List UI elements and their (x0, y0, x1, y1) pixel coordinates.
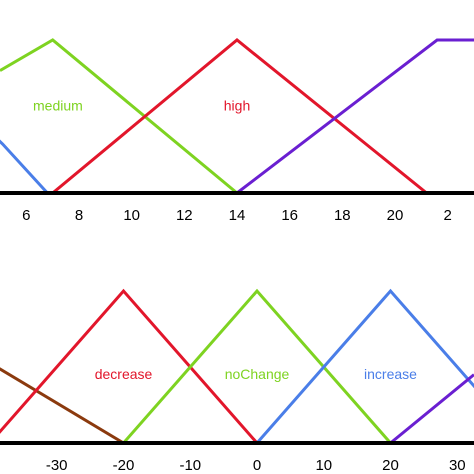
series-line-increase (255, 288, 474, 443)
x-tick-label: -30 (46, 457, 68, 474)
set-label-high: high (224, 97, 250, 113)
x-tick-label: 30 (449, 457, 466, 474)
x-tick-label: 16 (281, 207, 298, 224)
x-tick-label: -20 (113, 457, 135, 474)
series-line-unlabeled-0 (0, 367, 125, 443)
x-tick-label: 12 (176, 207, 193, 224)
series-line-unlabeled-3 (236, 38, 474, 193)
x-tick-label: 0 (253, 457, 261, 474)
x-tick-label: 10 (315, 457, 332, 474)
series-line-medium (0, 38, 238, 193)
set-label-medium: medium (33, 97, 83, 113)
bottom-membership-chart: -30 -20 -10 0 10 20 30 decrease noChange increase (0, 288, 474, 474)
top-membership-chart: 6 8 10 12 14 16 18 20 2 medium high (0, 38, 474, 224)
series-line-decrease (0, 288, 259, 443)
x-tick-label: 8 (75, 207, 83, 224)
set-label-nochange: noChange (225, 366, 290, 382)
series-line-nochange (122, 288, 392, 443)
series-line-unlabeled-4 (389, 373, 474, 443)
membership-lines (0, 38, 474, 193)
x-tick-label: 6 (22, 207, 30, 224)
series-line-high (51, 38, 428, 193)
x-tick-label: 20 (382, 457, 399, 474)
series-line-unlabeled-0 (0, 139, 49, 193)
x-tick-label: 14 (229, 207, 246, 224)
membership-lines (0, 288, 474, 443)
set-label-decrease: decrease (95, 366, 153, 382)
x-tick-label: 18 (334, 207, 351, 224)
x-tick-label: -10 (179, 457, 201, 474)
x-tick-label: 20 (387, 207, 404, 224)
set-label-increase: increase (364, 366, 417, 382)
x-tick-label: 10 (123, 207, 140, 224)
x-tick-label: 2 (444, 207, 452, 224)
